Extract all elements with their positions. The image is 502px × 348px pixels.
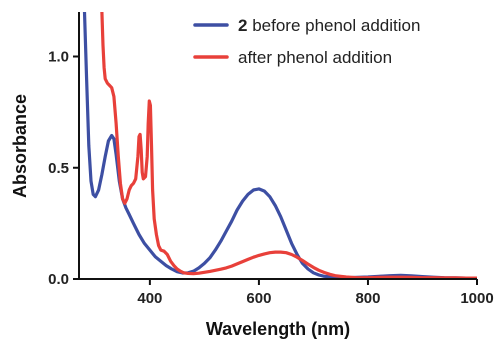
- x-tick-label: 1000: [460, 290, 493, 307]
- y-tick-label: 1.0: [48, 49, 69, 66]
- x-axis-title: Wavelength (nm): [206, 319, 350, 339]
- x-tick-label: 400: [137, 290, 162, 307]
- legend-label-compound: 2: [238, 16, 247, 35]
- legend-label: 2 before phenol addition: [238, 16, 420, 35]
- legend-label-text: after phenol addition: [238, 48, 392, 67]
- x-tick-label: 600: [246, 290, 271, 307]
- legend-label-text: before phenol addition: [247, 16, 420, 35]
- legend-label: after phenol addition: [238, 48, 392, 67]
- legend: 2 before phenol addition after phenol add…: [195, 16, 420, 67]
- y-axis-title: Absorbance: [10, 94, 30, 198]
- y-tick-label: 0.5: [48, 160, 69, 177]
- x-tick-label: 800: [355, 290, 380, 307]
- y-tick-label: 0.0: [48, 271, 69, 288]
